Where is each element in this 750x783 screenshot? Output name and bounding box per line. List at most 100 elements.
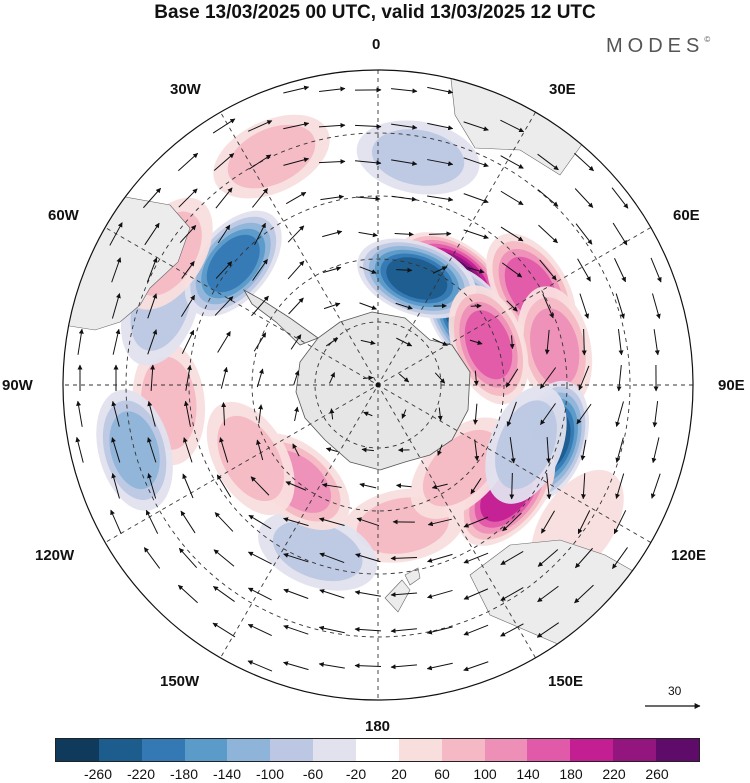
colorbar-tick-label: 20 (391, 766, 407, 782)
lon-label-120w: 120W (35, 547, 75, 564)
wind-arrow (256, 368, 264, 388)
lon-label-60w: 60W (48, 207, 79, 224)
wind-arrow (401, 409, 407, 419)
wind-arrow (247, 623, 272, 637)
colorbar-segment (98, 739, 142, 761)
wind-arrow (147, 400, 156, 427)
wind-arrow (254, 222, 266, 246)
wind-arrow (358, 231, 378, 238)
lon-label-0: 0 (372, 36, 381, 53)
wind-arrow (256, 439, 264, 461)
wind-arrow (390, 555, 418, 561)
wind-arrow (180, 294, 196, 317)
wind-arrow (615, 401, 624, 428)
wind-arrow (473, 403, 478, 425)
colorbar-tick-label: 180 (559, 766, 583, 782)
wind-arrow (253, 332, 267, 352)
wind-arrow (212, 118, 236, 134)
wind-arrow (537, 153, 559, 171)
wind-arrow (323, 302, 341, 310)
wind-arrow (390, 664, 417, 670)
wind-arrow (432, 266, 448, 274)
wind-arrow (248, 154, 272, 170)
wind-arrow (653, 329, 660, 356)
anomaly-center (357, 238, 477, 319)
wind-arrow (427, 86, 454, 95)
wind-arrow (354, 123, 382, 129)
wind-arrow (576, 403, 592, 425)
wind-arrow (500, 587, 524, 601)
colorbar-tick-label: 220 (602, 766, 626, 782)
colorbar-segment (227, 739, 271, 761)
wind-arrow (391, 88, 418, 94)
wind-arrow (546, 436, 552, 464)
wind-arrow (473, 370, 479, 386)
colorbar-segment (484, 739, 528, 761)
wind-arrow (219, 437, 229, 463)
wind-arrow (215, 187, 233, 209)
wind-arrow (395, 302, 413, 310)
wind-arrow (213, 586, 235, 602)
wind-arrow (318, 625, 345, 634)
wind-arrow (283, 517, 309, 527)
wind-arrow (463, 516, 489, 528)
wind-arrow (463, 121, 489, 132)
wind-arrow (321, 482, 342, 488)
lon-label-30w: 30W (170, 81, 201, 98)
wind-arrow (427, 195, 454, 202)
wind-arrow (615, 473, 625, 499)
colorbar-tick-label: -220 (126, 766, 156, 782)
wind-arrow (325, 447, 338, 453)
colorbar-tick-label: 260 (645, 766, 669, 782)
wind-arrow (390, 628, 417, 634)
wind-arrow (283, 85, 310, 94)
wind-arrow (612, 222, 628, 246)
wind-arrow (144, 222, 160, 246)
wind-arrow (355, 160, 382, 166)
colorbar-segment (398, 739, 442, 761)
wind-arrow (577, 510, 591, 535)
wind-arrow (437, 444, 443, 456)
wind-arrow (428, 231, 452, 237)
wind-arrow (288, 297, 304, 315)
wind-arrow (391, 123, 418, 130)
lon-label-150e: 150E (548, 673, 584, 690)
wind-arrow (502, 512, 522, 532)
colorbar-segment (441, 739, 485, 761)
colorbar-segment (141, 739, 185, 761)
wind-arrow (319, 552, 345, 564)
wind-arrow (252, 188, 268, 208)
wind-arrow (213, 549, 235, 567)
wind-arrow (463, 229, 489, 240)
lon-label-120e: 120E (671, 547, 707, 564)
colorbar-tick-label: -140 (212, 766, 242, 782)
wind-arrow (150, 364, 156, 392)
wind-arrow (143, 187, 161, 209)
colorbar-segment (184, 739, 228, 761)
wind-arrow (426, 662, 453, 671)
colorbar-segment (56, 739, 99, 761)
wind-arrow (178, 584, 198, 604)
wind-arrow (463, 157, 489, 168)
wind-arrow (650, 473, 661, 499)
wind-arrow (319, 86, 346, 93)
wind-arrow (540, 403, 556, 426)
wind-arrow (390, 592, 418, 598)
wind-arrow (613, 510, 627, 535)
wind-arrow (111, 472, 120, 499)
wind-arrow (111, 400, 120, 427)
lon-label-90e: 90E (718, 377, 745, 394)
anomaly-center (356, 120, 480, 195)
wind-arrow (183, 437, 193, 463)
wind-arrow (247, 120, 273, 132)
wind-arrow (612, 547, 628, 569)
colorbar-tick-label: -180 (169, 766, 199, 782)
wind-arrow (318, 122, 346, 128)
colorbar-segment (356, 739, 399, 761)
wind-arrow (318, 517, 345, 526)
wind-arrow (574, 152, 594, 172)
colorbar-tick-label: -260 (83, 766, 113, 782)
wind-arrow (578, 365, 590, 391)
wind-arrow (283, 121, 310, 130)
wind-arrow (354, 626, 382, 632)
